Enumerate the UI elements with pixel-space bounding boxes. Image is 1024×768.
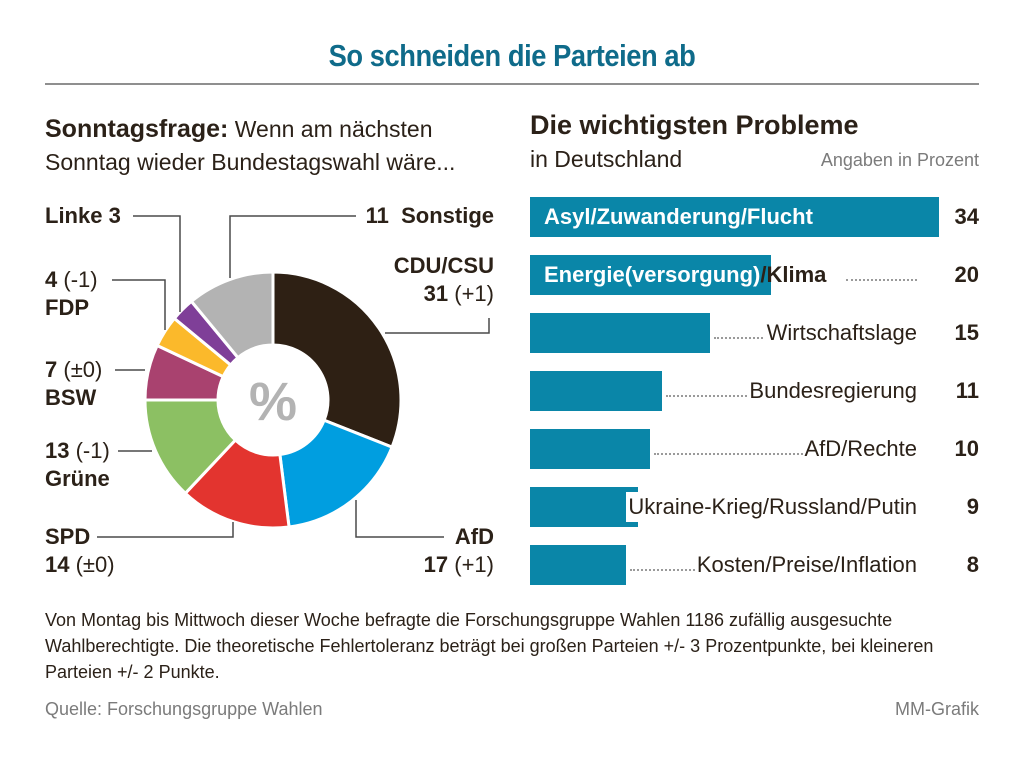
leader-dots bbox=[846, 279, 917, 281]
pie-title-bold: Sonntagsfrage: bbox=[45, 115, 229, 143]
bar bbox=[530, 313, 710, 353]
percent-center-label: % bbox=[249, 372, 297, 432]
bar bbox=[530, 545, 626, 585]
pie-subtitle: Sonntag wieder Bundestagswahl wäre... bbox=[45, 149, 456, 175]
bar-row: Asyl/Zuwanderung/Flucht 34 bbox=[530, 197, 979, 237]
bar-label: Asyl/Zuwanderung/Flucht bbox=[544, 204, 813, 229]
bar-label: Wirtschaftslage bbox=[764, 318, 917, 348]
bar-row: Energie(versorgung)/Klima 20 bbox=[530, 255, 979, 295]
leader-line-afd bbox=[355, 500, 444, 538]
bar-chart-title: Die wichtigsten Probleme bbox=[530, 110, 859, 140]
bar bbox=[530, 429, 650, 469]
leader-dots bbox=[654, 453, 899, 455]
source-credit: Quelle: Forschungsgruppe Wahlen bbox=[45, 699, 323, 719]
title-divider bbox=[45, 83, 979, 85]
bar-value-label: 9 bbox=[966, 494, 979, 519]
donut-slice-cdu-csu bbox=[271, 270, 403, 450]
bar-label: Bundesregierung bbox=[747, 376, 917, 406]
bar bbox=[530, 487, 638, 527]
bar bbox=[530, 371, 662, 411]
graphic-credit: MM-Grafik bbox=[895, 699, 979, 719]
label-gruene: 13 (-1) Grüne bbox=[45, 438, 110, 491]
leader-line-linke bbox=[133, 215, 181, 312]
label-bsw: 7 (±0) BSW bbox=[45, 357, 103, 410]
label-afd: AfD 17 (+1) bbox=[423, 524, 494, 577]
leader-line-spd bbox=[97, 522, 234, 538]
pie-chart-heading: Sonntagsfrage: Wenn am nächsten Sonntag … bbox=[45, 113, 515, 179]
bar-label: AfD/Rechte bbox=[802, 434, 917, 464]
leader-line-fdp bbox=[112, 279, 166, 330]
leader-line-sonstige bbox=[229, 215, 356, 278]
donut-slice-sonstige bbox=[189, 270, 275, 360]
bar-row: Wirtschaftslage 15 bbox=[530, 313, 979, 353]
bar-chart-unit-note: Angaben in Prozent bbox=[820, 150, 979, 170]
bar-chart-subtitle: in Deutschland bbox=[530, 146, 683, 172]
page-title: So schneiden die Parteien ab bbox=[328, 38, 696, 73]
bar-value-label: 8 bbox=[966, 552, 979, 577]
bar-value-label: 10 bbox=[954, 436, 979, 461]
bar-label: Ukraine-Krieg/Russland/Putin bbox=[626, 492, 917, 522]
bar-value-label: 20 bbox=[954, 262, 979, 287]
bar-row: Bundesregierung 11 bbox=[530, 371, 979, 411]
leader-line-cdu bbox=[385, 318, 490, 334]
label-cdu-csu: CDU/CSU 31 (+1) bbox=[393, 253, 494, 306]
label-sonstige: 11 Sonstige bbox=[365, 203, 494, 228]
pie-title-rest: Wenn am nächsten bbox=[228, 116, 433, 142]
bar-value-label: 34 bbox=[954, 204, 979, 229]
bar-row: Kosten/Preise/Inflation 8 bbox=[530, 545, 979, 585]
bar-label: Energie(versorgung)/Klima bbox=[544, 262, 827, 287]
bar-value-label: 11 bbox=[955, 378, 979, 403]
donut-slice-afd bbox=[278, 418, 394, 529]
bar-value-label: 15 bbox=[954, 320, 979, 345]
bar bbox=[530, 255, 771, 295]
bar bbox=[530, 197, 939, 237]
methodology-note: Von Montag bis Mittwoch dieser Woche bef… bbox=[45, 610, 934, 682]
label-fdp: 4 (-1) FDP bbox=[45, 267, 98, 320]
label-spd: SPD 14 (±0) bbox=[45, 524, 115, 577]
label-linke: Linke 3 bbox=[45, 203, 121, 228]
bar-label: Kosten/Preise/Inflation bbox=[694, 550, 917, 580]
bar-row: AfD/Rechte 10 bbox=[530, 429, 979, 469]
bar-row: Ukraine-Krieg/Russland/Putin 9 bbox=[530, 487, 979, 527]
